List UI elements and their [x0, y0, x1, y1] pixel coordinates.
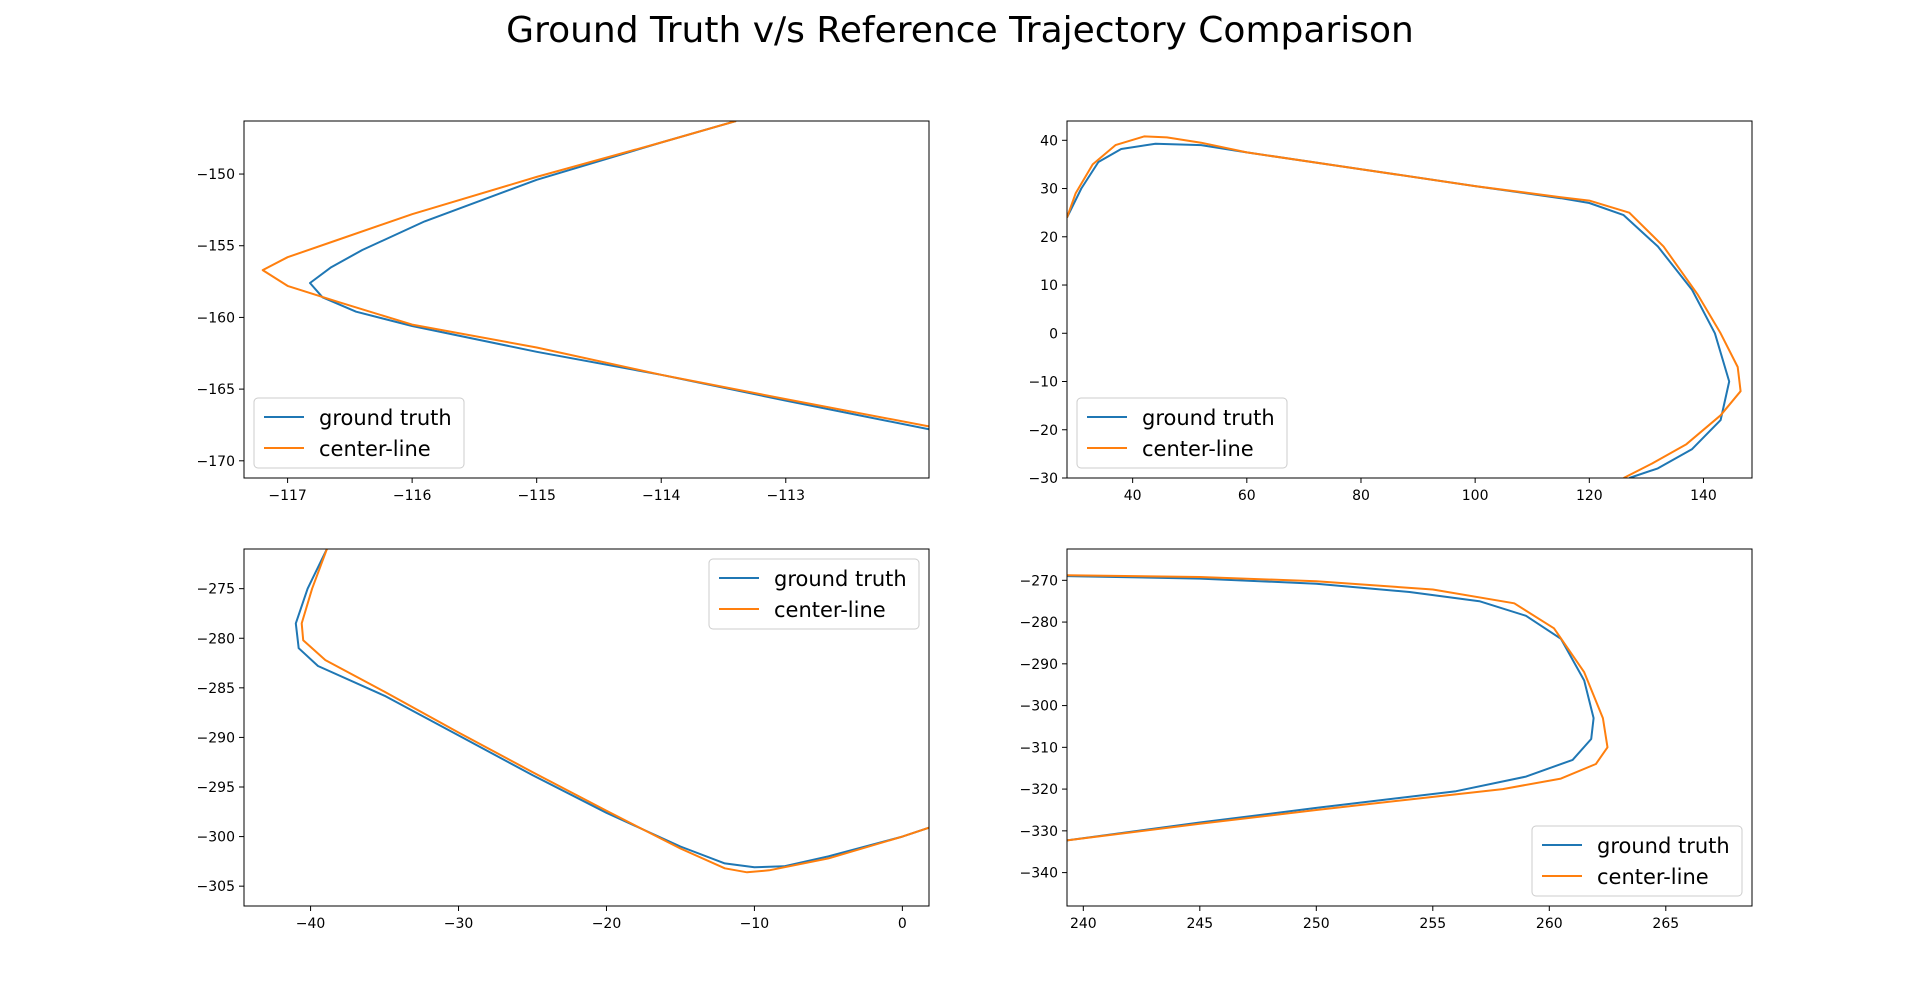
- legend-label: ground truth: [1597, 834, 1730, 858]
- legend-label: center-line: [319, 437, 431, 461]
- legend: ground truth center-line: [253, 397, 465, 469]
- x-tick-label: 120: [1576, 488, 1603, 504]
- x-tick-label: −30: [444, 916, 474, 932]
- x-tick-label: 80: [1352, 488, 1370, 504]
- y-tick-label: −270: [1020, 573, 1058, 589]
- x-tick-label: 100: [1462, 488, 1489, 504]
- y-tick-label: −20: [1028, 423, 1058, 439]
- x-tick-label: −116: [393, 488, 432, 504]
- x-tick-label: −115: [517, 488, 555, 504]
- legend-box: [253, 397, 465, 469]
- axes-frame: [1066, 120, 1753, 479]
- legend-label: center-line: [774, 598, 886, 622]
- x-tick-label: −20: [592, 916, 622, 932]
- x-tick-label: 0: [898, 916, 907, 932]
- y-tick-label: −160: [197, 310, 235, 326]
- series-line-center-line: [261, 121, 929, 428]
- x-tick-label: 250: [1303, 916, 1330, 932]
- subplot-4: 240 245 250 255 260 265 −270 −280 −290 −300 −310 −3…: [1020, 548, 1753, 932]
- legend-label: ground truth: [774, 567, 907, 591]
- legend-box: [708, 558, 920, 630]
- y-tick-label: −305: [197, 879, 235, 895]
- y-tick-label: −170: [197, 454, 235, 470]
- legend-box: [1076, 397, 1288, 469]
- y-tick-label: −275: [197, 582, 235, 598]
- legend: ground truth center-line: [1076, 397, 1288, 469]
- axes-frame: [1066, 548, 1753, 907]
- x-tick-label: 245: [1186, 916, 1213, 932]
- y-tick-label: −310: [1020, 740, 1058, 756]
- y-tick-label: 40: [1040, 133, 1058, 149]
- series-line-ground-truth: [294, 549, 929, 869]
- y-tick-label: 0: [1049, 326, 1058, 342]
- y-tick-label: 10: [1040, 278, 1058, 294]
- y-tick-label: −300: [197, 830, 235, 846]
- y-tick-label: −30: [1028, 471, 1058, 487]
- axes-frame: [243, 548, 930, 907]
- x-tick-label: 255: [1419, 916, 1446, 932]
- y-tick-label: −295: [197, 780, 235, 796]
- series-line-ground-truth: [309, 121, 929, 431]
- figure-title: Ground Truth v/s Reference Trajectory Co…: [506, 10, 1414, 51]
- series-line-ground-truth: [1067, 575, 1595, 842]
- x-tick-label: 60: [1238, 488, 1256, 504]
- y-tick-label: −330: [1020, 824, 1058, 840]
- legend-label: ground truth: [319, 406, 452, 430]
- series-line-center-line: [1067, 135, 1742, 478]
- y-tick-label: −10: [1028, 375, 1058, 391]
- y-tick-label: −290: [197, 730, 235, 746]
- x-tick-label: −117: [268, 488, 306, 504]
- legend: ground truth center-line: [708, 558, 920, 630]
- legend: ground truth center-line: [1531, 825, 1743, 897]
- y-tick-label: −150: [197, 167, 235, 183]
- y-tick-label: −300: [1020, 699, 1058, 715]
- x-tick-label: 40: [1124, 488, 1142, 504]
- axes-frame: [243, 120, 930, 479]
- y-tick-label: −340: [1020, 866, 1058, 882]
- series-line-center-line: [1067, 574, 1609, 842]
- y-tick-label: 20: [1040, 230, 1058, 246]
- subplot-1: −117 −116 −115 −114 −113 −150 −155 −160 −165 −170…: [197, 120, 930, 504]
- y-tick-label: −155: [197, 239, 235, 255]
- x-tick-label: −40: [296, 916, 326, 932]
- x-tick-label: −10: [740, 916, 770, 932]
- x-tick-label: −114: [642, 488, 681, 504]
- y-tick-label: −280: [197, 631, 235, 647]
- legend-label: center-line: [1142, 437, 1254, 461]
- y-tick-label: −320: [1020, 782, 1058, 798]
- x-tick-label: 260: [1536, 916, 1563, 932]
- y-tick-label: −285: [197, 681, 235, 697]
- legend-label: ground truth: [1142, 406, 1275, 430]
- series-line-center-line: [300, 549, 929, 874]
- x-tick-label: 240: [1070, 916, 1097, 932]
- x-tick-label: −113: [767, 488, 805, 504]
- legend-box: [1531, 825, 1743, 897]
- subplot-3: −40 −30 −20 −10 0 −275 −280 −285 −290 −295 −300 −30…: [197, 548, 930, 932]
- y-tick-label: −290: [1020, 657, 1058, 673]
- x-tick-label: 265: [1652, 916, 1679, 932]
- legend-label: center-line: [1597, 865, 1709, 889]
- y-tick-label: 30: [1040, 182, 1058, 198]
- x-tick-label: 140: [1690, 488, 1717, 504]
- y-tick-label: −280: [1020, 615, 1058, 631]
- subplot-2: 40 60 80 100 120 140403020100−10−20−30ground …: [1028, 120, 1753, 504]
- y-tick-label: −165: [197, 382, 235, 398]
